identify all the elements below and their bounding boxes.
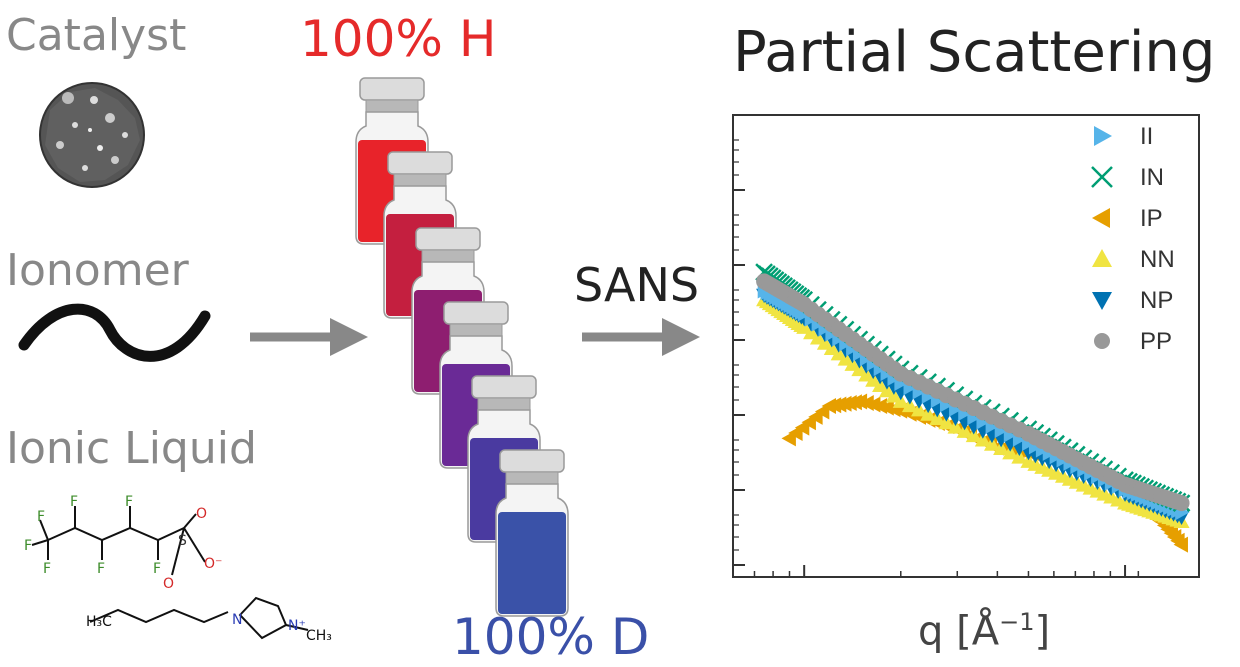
data-point [965,427,982,443]
chart-title: Partial Scattering [733,20,1216,85]
chart-series [755,263,1191,553]
fluorine-label: F [97,561,105,577]
data-point [859,394,874,411]
legend-marker [1094,126,1112,146]
data-point [911,402,928,417]
legend-label: IN [1140,164,1164,191]
chemistry-labels: F F F F F F F S O O O⁻ H₃C N N⁺ CH₃ [24,494,332,644]
nitrogen-plus-label: N⁺ [288,618,306,634]
chart-frame [732,114,1200,578]
legend-marker [1092,249,1112,267]
legend-label: NN [1140,246,1175,273]
axis-ticks [733,114,1140,577]
data-point [938,414,955,430]
ionic-liquid-structure [31,506,309,640]
x-axis-label: q [Å−1] [918,608,1050,654]
data-point [983,436,1000,451]
fluorine-label: F [37,509,45,525]
series-in [755,263,1191,512]
data-point [920,406,937,421]
data-point [956,423,973,438]
nitrogen-label: N [232,612,242,628]
x-axis-label-bracket: ] [1034,608,1051,655]
data-point [993,440,1010,456]
data-point [866,396,881,413]
vial-icon [495,449,569,617]
legend-marker [1092,292,1112,310]
arrow-icon [582,318,700,356]
bottom-vial-label: 100% D [452,608,650,666]
fluorine-label: F [125,494,133,510]
ionomer-chain-icon [18,303,211,362]
methyl-label: CH₃ [306,628,332,644]
legend-label: IP [1140,205,1163,232]
butyl-end-label: H₃C [86,614,112,630]
chart-legend: II IN IP NN NP PP [1091,123,1175,355]
vial-stack [355,77,569,617]
legend-label: NP [1140,287,1173,314]
data-point [1002,444,1019,460]
oxygen-minus-label: O⁻ [204,556,222,572]
data-point [852,393,868,410]
fluorine-label: F [24,538,32,554]
ionomer-label: Ionomer [6,245,189,296]
catalyst-label: Catalyst [6,10,187,61]
legend-marker [1092,208,1110,228]
technique-label: SANS [574,258,700,312]
catalyst-particle-icon [39,82,145,188]
x-axis-label-text: q [Å [918,608,1000,655]
sulfur-label: S [178,533,187,549]
fluorine-label: F [70,494,78,510]
fluorine-label: F [43,561,51,577]
data-point [879,399,894,416]
legend-label: II [1140,123,1153,150]
data-point [974,432,991,447]
legend-label: PP [1140,328,1172,355]
data-point [1173,495,1190,512]
fluorine-label: F [153,561,161,577]
legend-marker [1091,166,1113,188]
data-point [947,419,964,434]
series-pp [756,273,1190,512]
data-point [901,397,918,413]
data-point [872,398,888,415]
ionic-liquid-label: Ionic Liquid [6,423,257,474]
top-vial-label: 100% H [300,10,497,68]
legend-marker [1094,333,1110,349]
data-point [1011,449,1028,464]
data-point [1173,536,1188,553]
arrow-icon [250,318,368,356]
oxygen-label: O [163,576,174,592]
oxygen-label: O [196,506,207,522]
x-axis-label-exponent: −1 [999,608,1035,636]
data-point [892,393,909,408]
data-point [929,410,946,425]
